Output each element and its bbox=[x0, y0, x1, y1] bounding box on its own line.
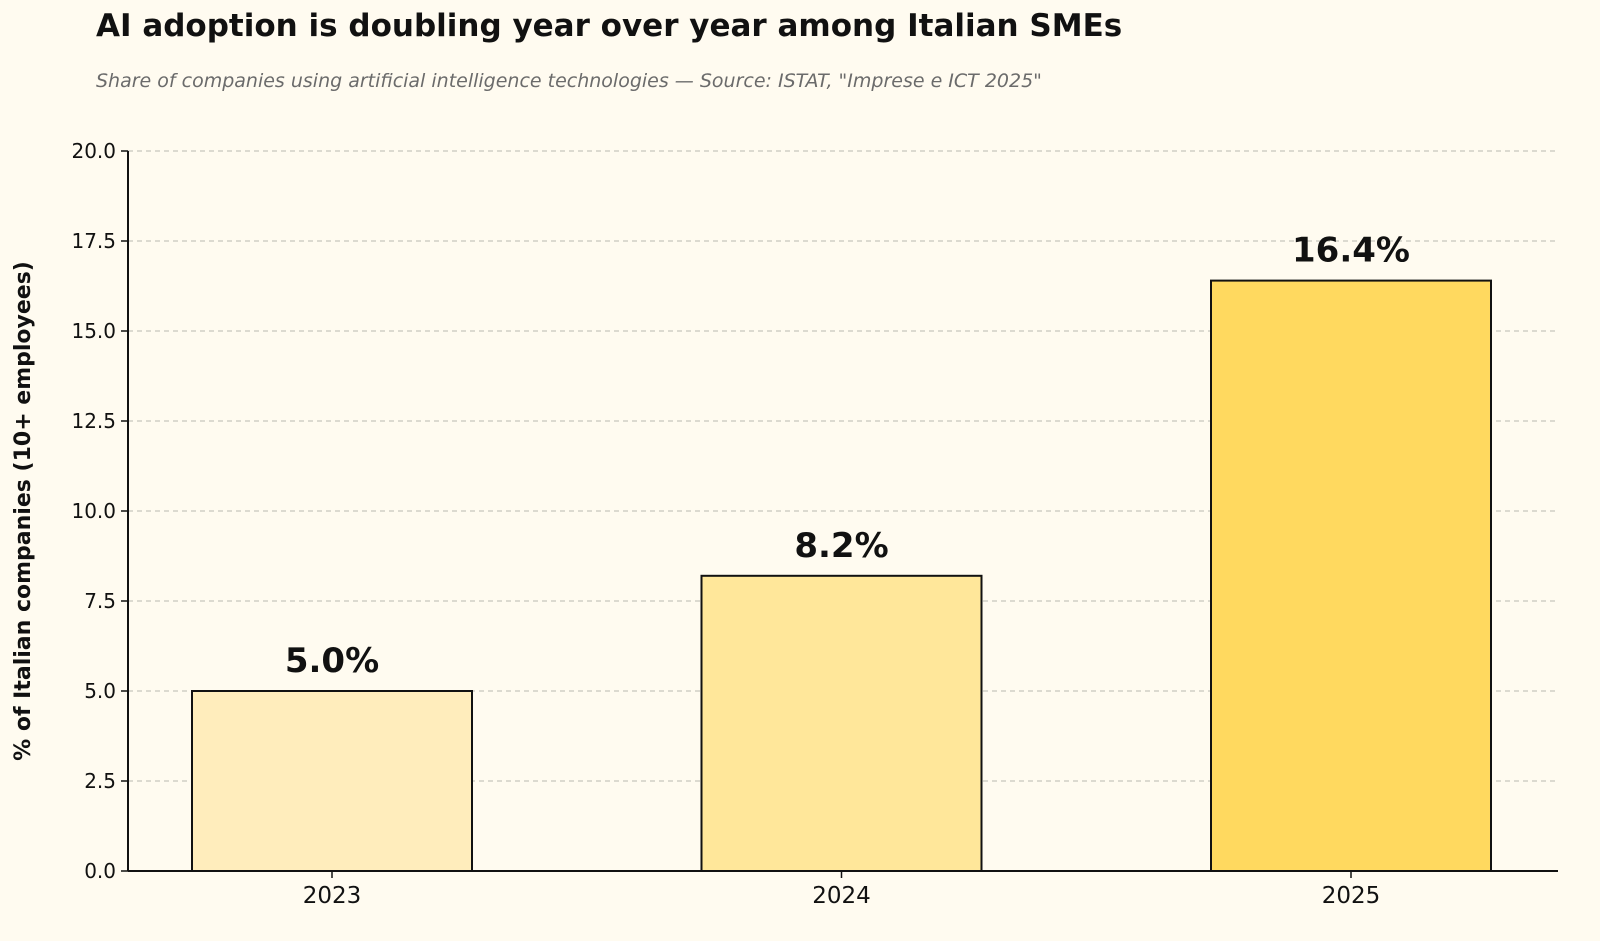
bar-2023 bbox=[191, 690, 473, 872]
y-tick-label: 5.0 bbox=[84, 679, 116, 703]
y-tick-label: 0.0 bbox=[84, 859, 116, 883]
y-axis-label: % of Italian companies (10+ employees) bbox=[11, 261, 36, 761]
y-tick-label: 17.5 bbox=[71, 229, 116, 253]
y-tick-label: 2.5 bbox=[84, 769, 116, 793]
bar-2024 bbox=[700, 574, 983, 872]
bar-2025 bbox=[1210, 279, 1492, 873]
x-tick-label: 2023 bbox=[303, 883, 362, 909]
y-tick-label: 15.0 bbox=[71, 319, 116, 343]
y-tick-label: 7.5 bbox=[84, 589, 116, 613]
chart-title: AI adoption is doubling year over year a… bbox=[96, 8, 1123, 44]
x-tick-label: 2024 bbox=[812, 883, 871, 909]
y-tick-label: 10.0 bbox=[71, 499, 116, 523]
tick-labels: 0.0 2.5 5.0 7.5 10.0 12.5 15.0 17.5 20.0 2023 2024… bbox=[71, 139, 1380, 909]
data-label-2023: 5.0% bbox=[285, 641, 379, 681]
chart-subtitle: Share of companies using artificial inte… bbox=[96, 70, 1042, 92]
data-labels: 5.0% 8.2% 16.4% bbox=[285, 231, 1410, 681]
y-tick-label: 12.5 bbox=[71, 409, 116, 433]
x-tick-label: 2025 bbox=[1322, 883, 1381, 909]
bars bbox=[191, 279, 1492, 873]
data-label-2025: 16.4% bbox=[1292, 231, 1410, 271]
y-tick-label: 20.0 bbox=[71, 139, 116, 163]
data-label-2024: 8.2% bbox=[794, 526, 888, 566]
